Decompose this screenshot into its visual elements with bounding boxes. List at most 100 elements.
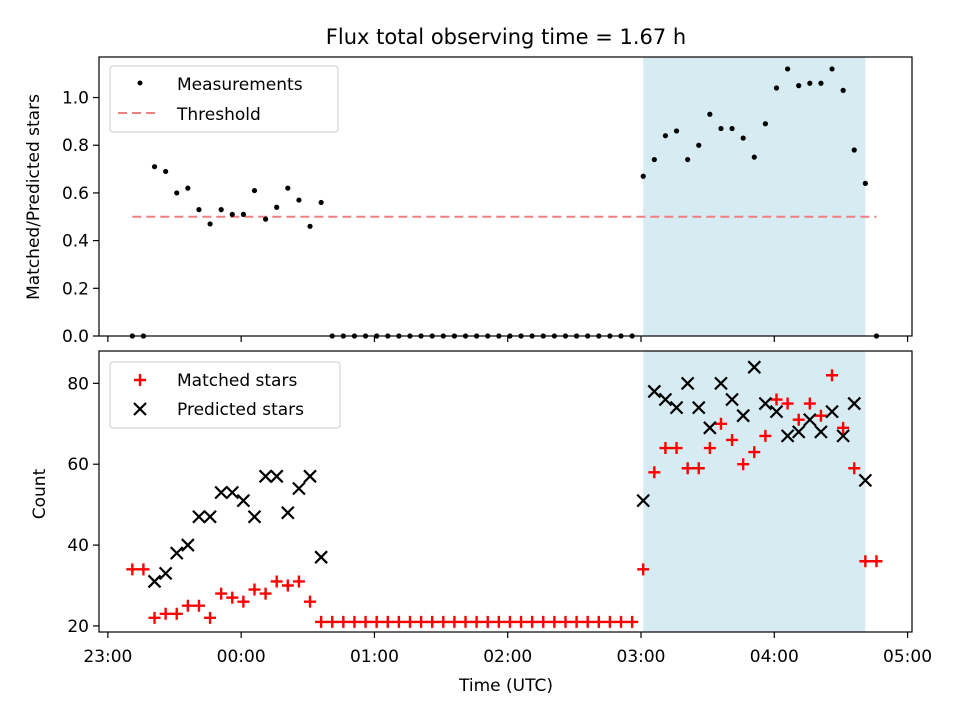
- legend-measurements-marker: [137, 80, 143, 86]
- measurement-point: [274, 204, 280, 210]
- predicted-star-point: [203, 509, 217, 524]
- matched-star-point: [215, 587, 228, 600]
- measurement-point: [196, 207, 202, 213]
- measurement-point: [829, 66, 835, 72]
- matched-star-point: [381, 615, 394, 628]
- top-y-tick-label: 0.6: [62, 184, 89, 204]
- x-tick-label: 02:00: [483, 647, 532, 667]
- top-y-ticks: 0.0 0.2 0.4 0.6 0.8 1.0: [62, 89, 99, 347]
- predicted-star-point: [847, 396, 862, 411]
- measurement-point: [151, 164, 158, 170]
- bottom-y-tick-label: 80: [67, 374, 89, 394]
- measurement-point: [174, 190, 180, 196]
- bottom-plot-frame: [98, 350, 913, 633]
- bottom-y-tick-label: 60: [67, 455, 89, 475]
- measurement-point: [207, 221, 213, 227]
- top-y-tick-label: 1.0: [62, 89, 89, 109]
- x-tick-label: 04:00: [750, 647, 799, 667]
- predicted-star-point: [647, 384, 662, 399]
- x-tick-label: 03:00: [617, 647, 666, 667]
- predicted-star-point: [803, 412, 817, 427]
- predicted-star-point: [236, 493, 251, 508]
- top-y-tick-label: 0.8: [62, 136, 89, 156]
- bottom-y-ticks: 20 40 60 80: [67, 374, 99, 637]
- measurement-point: [285, 185, 291, 191]
- measurement-point: [163, 168, 169, 175]
- matched-star-point: [814, 409, 827, 422]
- predicted-star-point: [758, 396, 773, 411]
- measurement-point: [707, 111, 713, 117]
- matched-star-point: [204, 611, 217, 624]
- predicted-star-point: [736, 408, 750, 423]
- top-y-axis-label: Matched/Predicted stars: [24, 94, 44, 300]
- matched-star-point: [448, 615, 461, 628]
- top-y-tick-label: 0.0: [62, 327, 89, 347]
- matched-star-point: [470, 615, 483, 628]
- top-legend: Measurements Threshold: [109, 65, 339, 133]
- measurement-point: [318, 199, 324, 206]
- predicted-star-point: [747, 360, 762, 374]
- measurement-point: [862, 180, 868, 186]
- measurement-point: [762, 121, 768, 127]
- predicted-star-point: [158, 566, 173, 581]
- predicted-star-point: [303, 469, 317, 484]
- matched-star-point: [648, 466, 661, 479]
- matched-star-point: [659, 442, 672, 455]
- matched-star-point: [803, 397, 816, 410]
- predicted-star-point: [192, 509, 206, 524]
- predicted-star-point: [780, 429, 795, 443]
- measurement-point: [740, 135, 746, 141]
- matched-star-point: [359, 615, 372, 628]
- predicted-star-point: [714, 376, 728, 391]
- measurement-point: [251, 187, 258, 194]
- measurement-point: [796, 83, 802, 89]
- matched-star-point: [526, 615, 539, 628]
- measurement-point: [751, 154, 757, 160]
- legend-matched-marker: [134, 374, 146, 386]
- bottom-legend-box: [109, 361, 341, 429]
- predicted-star-point: [769, 404, 784, 419]
- measurement-point: [262, 216, 269, 222]
- bottom-y-axis-label: Count: [30, 468, 50, 519]
- measurement-point: [218, 207, 224, 213]
- matched-star-point: [537, 615, 550, 628]
- predicted-star-point: [669, 400, 684, 415]
- matched-star-point: [126, 563, 139, 576]
- matched-star-point: [426, 615, 439, 628]
- predicted-star-point: [214, 485, 228, 500]
- bottom-y-tick-label: 20: [67, 617, 89, 637]
- matched-star-point: [259, 587, 272, 600]
- legend-predicted-marker: [133, 402, 147, 416]
- measurement-point: [662, 133, 669, 139]
- bottom-span: [643, 351, 866, 632]
- bottom-y-tick-label: 40: [67, 536, 89, 556]
- matched-star-point: [392, 615, 405, 628]
- measurement-point: [840, 87, 846, 93]
- matched-star-point: [737, 458, 750, 471]
- matched-stars-points: [126, 369, 883, 628]
- measurement-point: [807, 80, 813, 86]
- matched-star-point: [515, 615, 528, 628]
- matched-star-point: [415, 615, 428, 628]
- predicted-star-point: [636, 493, 650, 508]
- measurement-point: [307, 223, 313, 229]
- matched-star-point: [170, 607, 183, 620]
- top-y-tick-label: 0.2: [62, 279, 89, 299]
- matched-star-point: [148, 611, 161, 624]
- matched-star-point: [781, 397, 794, 410]
- predicted-star-point: [658, 392, 673, 407]
- top-span: [643, 57, 866, 336]
- measurement-point: [729, 125, 735, 132]
- predicted-star-point: [181, 538, 195, 552]
- matched-star-point: [703, 442, 716, 455]
- matched-star-point: [137, 563, 150, 576]
- measurement-point: [773, 85, 780, 91]
- top-x-ticks: [107, 336, 909, 342]
- predicted-star-point: [314, 550, 328, 564]
- matched-star-point: [592, 615, 605, 628]
- matched-star-point: [615, 615, 628, 628]
- predicted-star-point: [703, 421, 717, 435]
- matched-star-point: [848, 462, 861, 475]
- legend-threshold-label: Threshold: [176, 105, 261, 125]
- measurement-point: [240, 211, 246, 217]
